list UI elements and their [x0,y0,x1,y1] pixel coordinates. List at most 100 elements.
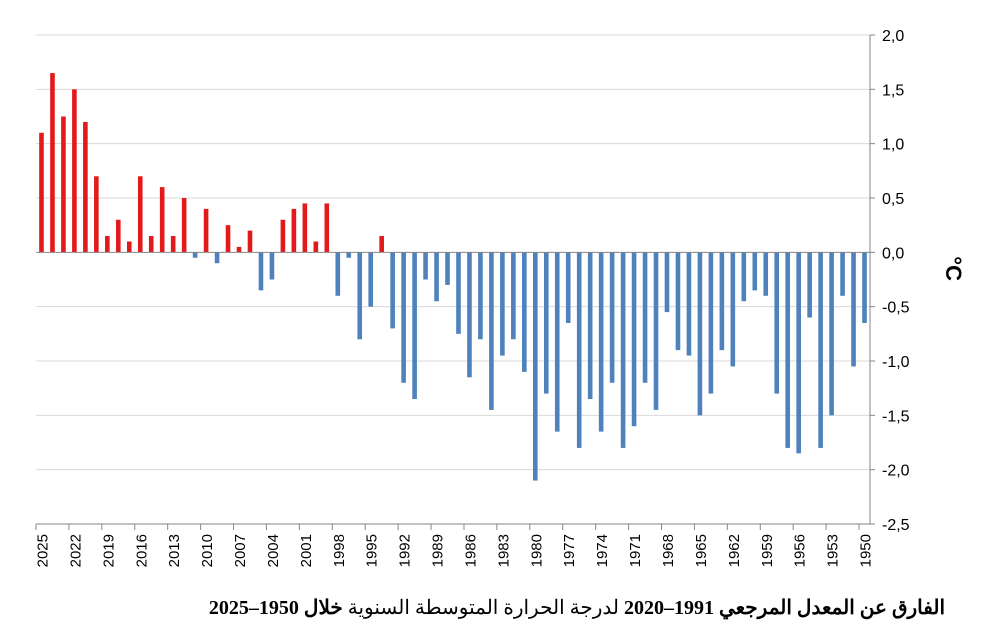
axes [35,34,875,530]
caption-part-3: لدرجة الحرارة المتوسطة السنوية [347,597,619,619]
bar-1974 [598,252,604,432]
bar-1959 [763,252,769,296]
bar-2018 [116,219,121,253]
x-tick-label: 1971 [627,534,644,567]
x-tick-labels: 2025 2022 2019 2016 2013 2010 2007 2004 2001 1998… [34,534,874,567]
x-tick-label: 2019 [100,534,117,567]
y-tick-label: -2,0 [882,463,910,480]
bar-1996 [357,252,363,340]
y-tick-label: 1,5 [882,82,904,99]
bar-2014 [159,187,165,253]
y-tick-label: 1,0 [882,137,904,154]
x-tick-label: 1992 [397,534,414,567]
bar-1964 [708,252,714,394]
bar-1991 [412,252,417,400]
bar-2016 [137,176,143,253]
bar-1988 [445,252,450,285]
bar-1963 [719,252,725,351]
x-tick-label: 1980 [528,534,545,567]
x-tick-label: 1965 [693,534,710,567]
bar-2004 [269,252,275,280]
bar-1967 [675,252,681,351]
bar-1999 [324,203,330,253]
bar-1968 [664,252,670,313]
x-tick-label: 1977 [561,534,578,567]
bar-1950 [862,252,867,323]
bar-2019 [105,236,110,253]
bar-1975 [587,252,593,400]
bar-2012 [181,198,187,253]
x-tick-label: 1983 [495,534,512,567]
bars [39,73,867,481]
bar-1970 [642,252,648,383]
bar-2005 [258,252,264,291]
bar-2021 [83,121,88,253]
x-tick-label: 2007 [232,534,249,567]
bar-2011 [192,252,198,258]
bar-2015 [148,236,154,253]
bar-2003 [280,219,286,253]
bar-1987 [456,252,461,334]
bar-2007 [236,246,242,253]
x-tick-label: 1995 [364,534,381,567]
bar-1982 [511,252,516,340]
bar-2006 [247,230,253,253]
bar-1960 [752,252,758,291]
bar-1989 [434,252,439,302]
bar-2008 [225,225,231,253]
bar-1956 [796,252,801,454]
x-tick-label: 2001 [298,534,315,567]
caption-part-4: خلال 1950–2025 [208,597,343,619]
bar-1971 [631,252,637,427]
bar-1966 [686,252,692,356]
y-unit-label: °C [941,256,966,281]
bar-1972 [620,252,626,448]
y-tick-label: -2,5 [882,517,910,534]
bar-1955 [807,252,812,318]
bar-1998 [335,252,341,296]
bar-2001 [302,203,308,253]
x-tick-label: 1962 [726,534,743,567]
bar-1969 [653,252,659,410]
bar-1994 [379,236,384,253]
y-tick-label: 0,0 [882,245,904,262]
bar-1973 [609,252,615,383]
bar-2017 [126,241,132,253]
bar-2010 [203,208,209,253]
bar-1979 [543,252,549,394]
bar-1954 [818,252,823,448]
bar-2002 [291,208,297,253]
x-tick-label: 1950 [858,534,875,567]
bar-1986 [467,252,472,378]
bar-2013 [170,236,176,253]
x-tick-label: 2016 [133,534,150,567]
bar-1983 [500,252,505,356]
x-tick-label: 1956 [792,534,809,567]
bar-1965 [697,252,703,416]
chart-caption: الفارق عن المعدل المرجعي 1991–2020 لدرجة… [40,598,945,618]
x-tick-label: 1986 [462,534,479,567]
bar-1953 [829,252,834,416]
bar-1952 [840,252,845,296]
x-tick-label: 2022 [67,534,84,567]
bar-1981 [522,252,527,372]
bar-2023 [61,116,66,253]
bar-1992 [401,252,406,383]
bar-1984 [489,252,494,410]
y-tick-label: 0,5 [882,191,904,208]
x-tick-label: 1998 [331,534,348,567]
bar-1980 [533,252,538,481]
y-tick-label: -1,0 [882,354,910,371]
x-tick-label: 2013 [166,534,183,567]
bar-1958 [774,252,780,394]
x-tick-label: 1968 [660,534,677,567]
x-tick-label: 1974 [594,534,611,567]
bar-2000 [313,241,319,253]
bar-1962 [730,252,736,367]
chart-svg: 2,0 1,5 1,0 0,5 0,0 -0,5 -1,0 -1,5 -2,0 -2,5 2025… [34,28,966,567]
x-tick-label: 1989 [430,534,447,567]
y-tick-label: -0,5 [882,300,910,317]
y-tick-labels: 2,0 1,5 1,0 0,5 0,0 -0,5 -1,0 -1,5 -2,0 -2,5 [882,28,910,534]
bar-2009 [214,252,220,264]
